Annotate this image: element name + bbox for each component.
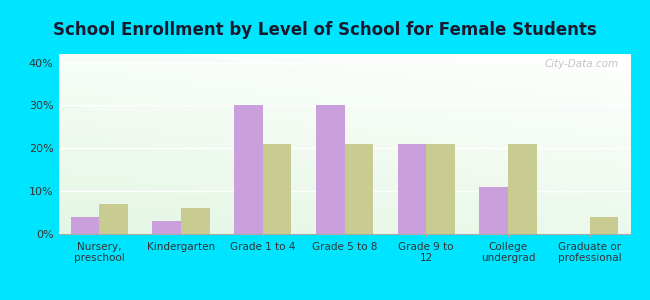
Bar [479,187,508,234]
Bar [398,144,426,234]
Bar [426,144,455,234]
Bar [153,221,181,234]
Bar [344,144,373,234]
Text: City-Data.com: City-Data.com [545,59,619,69]
Bar [590,217,618,234]
Bar [508,144,536,234]
Bar [263,144,291,234]
Bar [71,217,99,234]
Bar [99,204,128,234]
Bar [316,105,344,234]
Bar [181,208,210,234]
Text: School Enrollment by Level of School for Female Students: School Enrollment by Level of School for… [53,21,597,39]
Bar [234,105,263,234]
